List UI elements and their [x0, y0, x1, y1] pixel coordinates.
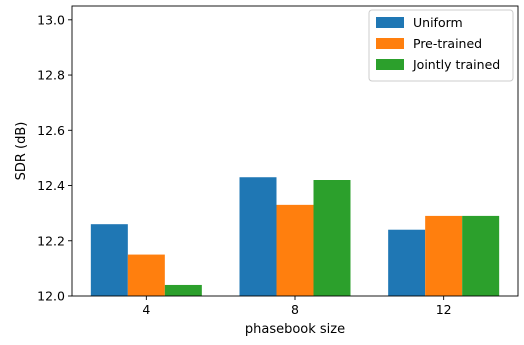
y-tick-label: 12.0 — [37, 289, 65, 304]
legend-label-uniform: Uniform — [413, 15, 463, 30]
y-axis-label: SDR (dB) — [14, 122, 29, 181]
bar-pre-trained-4 — [127, 254, 165, 296]
x-axis-label: phasebook size — [245, 322, 345, 337]
legend-label-jointly-trained: Jointly trained — [412, 57, 500, 72]
legend-box — [368, 9, 514, 82]
y-tick-label: 12.4 — [37, 178, 65, 193]
y-tick-label: 12.8 — [37, 68, 65, 83]
legend-label-pre-trained: Pre-trained — [413, 36, 482, 51]
x-tick-label: 12 — [436, 302, 452, 317]
legend-swatch-uniform — [376, 17, 404, 28]
y-axis-ticks: 12.0 12.2 12.4 12.6 12.8 13.0 — [37, 12, 72, 304]
bar-uniform-12 — [388, 229, 426, 296]
bar-pre-trained-8 — [276, 204, 314, 296]
x-tick-label: 4 — [142, 302, 150, 317]
legend-swatch-jointly-trained — [376, 59, 404, 70]
bar-uniform-4 — [90, 224, 128, 296]
legend-swatch-pre-trained — [376, 38, 404, 49]
bar-uniform-8 — [239, 177, 277, 296]
y-tick-label: 13.0 — [37, 12, 65, 27]
legend: Uniform Pre-trained Jointly trained — [368, 9, 514, 82]
bar-jointly-trained-12 — [462, 215, 500, 296]
bar-jointly-trained-8 — [313, 180, 351, 296]
x-tick-label: 8 — [291, 302, 299, 317]
bar-pre-trained-12 — [425, 215, 463, 296]
bar-jointly-trained-4 — [164, 284, 202, 296]
y-tick-label: 12.6 — [37, 123, 65, 138]
y-tick-label: 12.2 — [37, 233, 65, 248]
x-axis-ticks: 4 8 12 — [142, 296, 452, 317]
bars-layer — [90, 177, 500, 296]
